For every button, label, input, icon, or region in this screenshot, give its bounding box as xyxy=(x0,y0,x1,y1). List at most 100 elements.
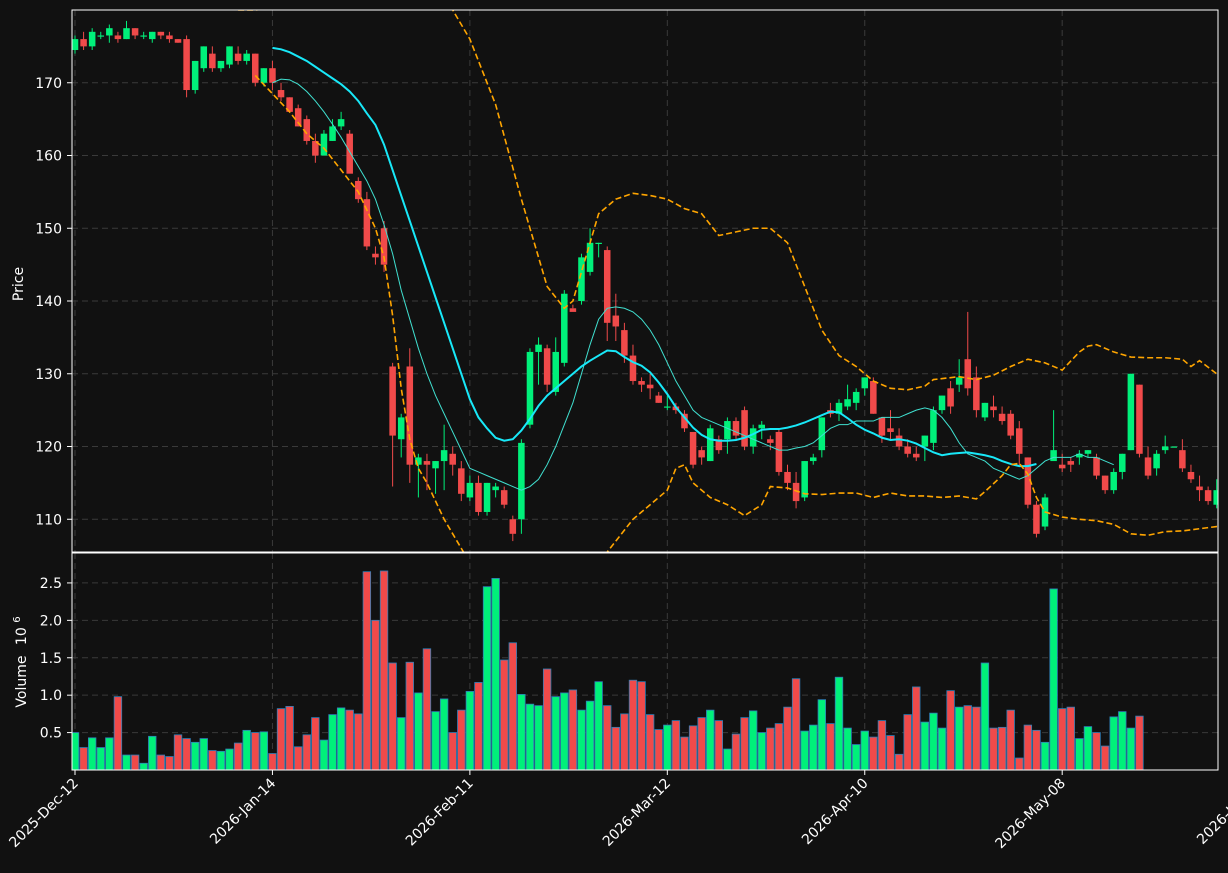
candle-body xyxy=(724,421,731,440)
volume-tick-label: 0.5 xyxy=(40,726,62,742)
candle-body xyxy=(80,39,87,47)
price-tick-label: 160 xyxy=(35,149,62,165)
candle-body xyxy=(809,457,817,462)
candle-body xyxy=(561,293,568,363)
candle-body xyxy=(200,46,208,69)
candle-body xyxy=(286,97,293,112)
volume-bar xyxy=(714,720,723,770)
volume-bar xyxy=(216,750,226,770)
candle-body xyxy=(586,242,594,272)
candle-body xyxy=(912,453,920,458)
candle-body xyxy=(1101,475,1109,491)
volume-bar xyxy=(937,727,947,770)
moving-average-fast xyxy=(272,78,1114,491)
candle-body xyxy=(1033,504,1040,534)
volume-bar xyxy=(259,731,269,770)
candle-body xyxy=(217,60,225,69)
volume-bar xyxy=(1118,711,1127,770)
candle-body xyxy=(732,421,740,436)
volume-bar xyxy=(671,720,681,770)
candle-body xyxy=(1204,490,1212,502)
volume-bar xyxy=(242,729,251,770)
volume-bar xyxy=(148,735,157,770)
volume-bar xyxy=(697,717,706,770)
volume-bar xyxy=(354,713,363,770)
candle-body xyxy=(157,31,165,36)
volume-bar xyxy=(645,714,655,770)
candle-body xyxy=(1119,453,1126,472)
candle-body xyxy=(1187,471,1195,480)
volume-bar xyxy=(414,692,423,770)
volume-bar xyxy=(723,748,732,770)
candle-body xyxy=(543,348,551,385)
candle-body xyxy=(1170,446,1178,448)
candle-body xyxy=(226,46,233,65)
volume-bar xyxy=(757,732,766,770)
candle-body xyxy=(380,228,388,265)
candle-body xyxy=(458,468,465,494)
candle-body xyxy=(801,461,808,498)
volume-bar xyxy=(963,705,972,770)
candle-body xyxy=(655,395,662,403)
candle-body xyxy=(775,431,783,472)
candle-body xyxy=(209,53,216,69)
volume-bar xyxy=(500,659,509,770)
volume-bar xyxy=(551,696,560,770)
volume-bar xyxy=(997,726,1007,770)
candle-body xyxy=(320,133,328,156)
volume-bar xyxy=(388,662,397,770)
volume-bar xyxy=(860,730,869,770)
volume-bar xyxy=(156,754,166,770)
candle-body xyxy=(1179,450,1186,469)
candle-body xyxy=(569,308,577,312)
candle-body xyxy=(363,199,371,247)
volume-bar xyxy=(182,738,191,770)
candle-body xyxy=(269,68,276,83)
candle-body xyxy=(518,442,525,520)
candle-body xyxy=(681,413,688,429)
volume-bar xyxy=(663,724,672,770)
candle-body xyxy=(423,461,431,465)
volume-bar xyxy=(285,705,294,770)
candle-body xyxy=(432,461,439,469)
candle-body xyxy=(1153,453,1160,469)
volume-bar xyxy=(628,679,638,770)
candle-body xyxy=(767,439,774,443)
volume-bar xyxy=(422,648,432,770)
candle-body xyxy=(1136,384,1143,454)
candle-body xyxy=(114,35,122,40)
candle-body xyxy=(938,395,946,411)
candle-body xyxy=(1024,457,1032,505)
volume-bars xyxy=(72,570,1144,770)
candle-body xyxy=(337,119,345,127)
volume-bar xyxy=(448,732,457,770)
volume-bar xyxy=(894,753,904,770)
candle-body xyxy=(72,39,79,51)
candle-body xyxy=(964,359,972,389)
volume-bar xyxy=(328,714,337,770)
candle-body xyxy=(1196,486,1203,491)
candle-body xyxy=(1110,471,1117,491)
volume-bar xyxy=(783,706,792,770)
volume-bar xyxy=(972,706,981,770)
candle-body xyxy=(955,377,963,385)
volume-bar xyxy=(491,578,500,770)
candle-body xyxy=(741,410,748,447)
volume-bar xyxy=(517,694,526,770)
volume-bar xyxy=(620,713,629,770)
candle-body xyxy=(106,28,113,36)
candle-body xyxy=(1084,450,1092,454)
volume-bar xyxy=(731,733,741,770)
candle-body xyxy=(1093,457,1100,476)
volume-bar xyxy=(96,747,105,770)
volume-bar xyxy=(1015,757,1024,770)
volume-bar xyxy=(1135,715,1144,770)
candle-body xyxy=(389,366,396,436)
candle-body xyxy=(535,344,542,352)
volume-bar xyxy=(191,741,200,770)
candle-body xyxy=(758,424,766,429)
candle-body xyxy=(1213,490,1218,505)
candle-body xyxy=(1016,428,1023,454)
volume-bar xyxy=(594,681,603,770)
